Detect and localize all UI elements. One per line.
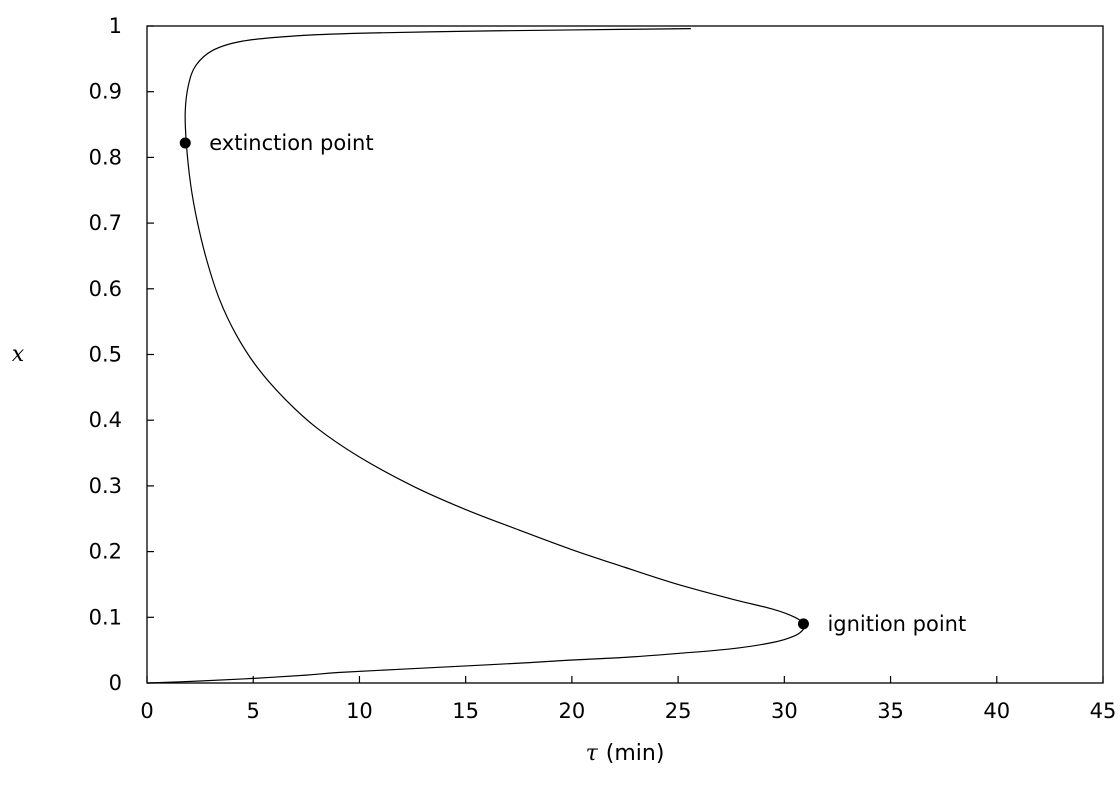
x-tick-label: 20	[559, 699, 586, 723]
y-tick-label: 0.1	[89, 605, 122, 629]
x-axis-symbol: τ	[586, 741, 599, 766]
y-tick-label: 1	[109, 14, 122, 38]
x-tick-label: 45	[1090, 699, 1117, 723]
plot-frame	[146, 25, 1104, 684]
x-tick-label: 15	[452, 699, 479, 723]
annotation-point	[797, 618, 809, 630]
axis-ticks	[146, 25, 1104, 684]
y-tick-label: 0	[109, 671, 122, 695]
x-axis-label-group: τ (min)	[586, 741, 665, 766]
annotation-label: extinction point	[209, 131, 373, 155]
y-tick-label: 0.9	[89, 80, 122, 104]
y-tick-label: 0.2	[89, 540, 122, 564]
series-line	[146, 28, 806, 684]
y-tick-label: 0.8	[89, 145, 122, 169]
y-tick-label: 0.5	[89, 343, 122, 367]
x-tick-label: 35	[877, 699, 904, 723]
y-tick-label: 0.3	[89, 474, 122, 498]
y-tick-label: 0.7	[89, 211, 122, 235]
annotation-label: ignition point	[827, 612, 966, 636]
x-tick-label: 5	[247, 699, 260, 723]
x-tick-label: 30	[771, 699, 798, 723]
axis-tick-labels: 0 5 10 15 20 25 30 35 40 45 0 0.1 0.2 0.3 0.4 0.5 0.6 0.7…	[89, 14, 1117, 723]
y-tick-label: 0.4	[89, 408, 122, 432]
x-tick-label: 25	[665, 699, 692, 723]
x-axis-label: (min)	[606, 741, 665, 766]
x-tick-label: 0	[140, 699, 153, 723]
x-tick-label: 10	[346, 699, 373, 723]
annotation-point	[179, 137, 191, 149]
annotation-markers: extinction point ignition point	[179, 131, 966, 636]
x-tick-label: 40	[983, 699, 1010, 723]
y-axis-label: x	[12, 342, 25, 367]
y-tick-label: 0.6	[89, 277, 122, 301]
